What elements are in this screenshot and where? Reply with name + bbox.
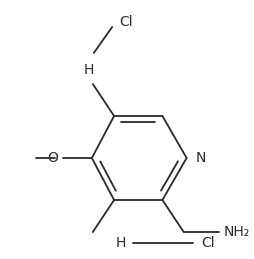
- Text: O: O: [47, 151, 58, 165]
- Text: Cl: Cl: [119, 15, 133, 29]
- Text: NH₂: NH₂: [223, 225, 250, 239]
- Text: H: H: [115, 236, 126, 250]
- Text: N: N: [195, 151, 206, 165]
- Text: H: H: [84, 63, 94, 77]
- Text: Cl: Cl: [201, 236, 215, 250]
